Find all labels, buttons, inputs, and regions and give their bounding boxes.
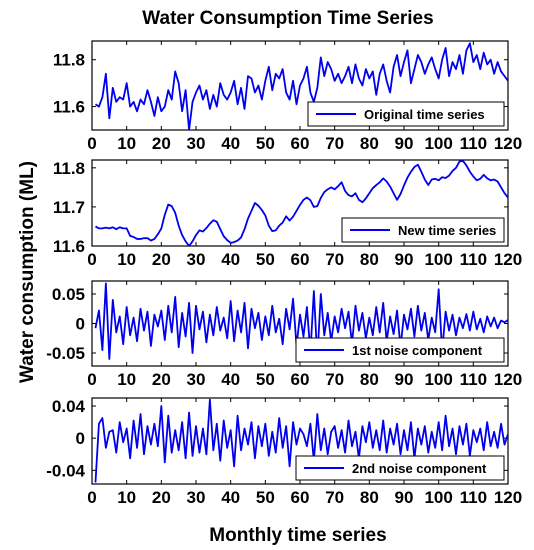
panel2-x-tick-label: 50 [256, 250, 275, 269]
panel2-x-tick-label: 0 [87, 250, 96, 269]
panel4-x-tick-label: 80 [360, 488, 379, 507]
panel4-x-tick-label: 110 [460, 488, 487, 507]
panel3-x-tick-label: 20 [152, 370, 171, 389]
panel4-x-tick-label: 50 [256, 488, 275, 507]
panel3-x-tick-label: 30 [187, 370, 206, 389]
panel4-legend-label: 2nd noise component [352, 461, 487, 476]
x-axis-label: Monthly time series [209, 525, 386, 546]
panel4-x-tick-label: 100 [424, 488, 452, 507]
panel2-x-tick-label: 30 [187, 250, 206, 269]
chart-panels: 0 10 20 30 40 50 60 70 80 90 100 110 12011.611.8Orig… [46, 40, 522, 507]
panel1-x-tick-label: 10 [117, 134, 136, 153]
panel4-x-tick-label: 30 [187, 488, 206, 507]
y-axis-label: Water consumption (ML) [17, 161, 38, 383]
panel4-x-tick-label: 0 [87, 488, 96, 507]
panel2-y-tick-label: 11.7 [53, 198, 85, 217]
panel1-x-tick-label: 60 [291, 134, 310, 153]
panel3-x-tick-label: 90 [395, 370, 414, 389]
panel2-x-tick-label: 40 [221, 250, 240, 269]
panel2-x-tick-label: 10 [117, 250, 136, 269]
panel3-y-tick-label: 0.05 [52, 285, 85, 304]
panel3-x-tick-label: 50 [256, 370, 275, 389]
panel4-x-tick-label: 40 [221, 488, 240, 507]
panel2-legend-label: New time series [398, 223, 496, 238]
panel1-x-tick-label: 40 [221, 134, 240, 153]
panel4-y-tick-label: 0.04 [52, 397, 86, 416]
panel1-x-tick-label: 110 [460, 134, 487, 153]
figure-title: Water Consumption Time Series [142, 8, 433, 29]
panel1-legend-box [307, 101, 505, 127]
panel4-x-tick-label: 10 [117, 488, 136, 507]
series-line-1st-noise-component [94, 282, 508, 360]
panel2-y-tick-label: 11.6 [53, 237, 85, 256]
series-line-new-time-series [95, 160, 508, 246]
panel3-x-tick-label: 0 [87, 370, 96, 389]
panel2-x-tick-label: 80 [360, 250, 379, 269]
series-line-2nd-noise-component [94, 398, 508, 483]
panel1-x-tick-label: 0 [87, 134, 96, 153]
panel4-y-tick-label: -0.04 [46, 461, 85, 480]
panel1-x-tick-label: 120 [494, 134, 522, 153]
panel1-x-tick-label: 80 [360, 134, 379, 153]
panel3-x-tick-label: 110 [460, 370, 487, 389]
panel3-x-tick-label: 10 [117, 370, 136, 389]
panel2-x-tick-label: 70 [325, 250, 344, 269]
panel-2nd-noise-component: 0 10 20 30 40 50 60 70 80 90 100 110 120-0.0400.042n… [46, 397, 522, 507]
panel1-x-tick-label: 90 [395, 134, 414, 153]
panel3-x-tick-label: 100 [424, 370, 452, 389]
panel2-x-tick-label: 100 [424, 250, 452, 269]
panel1-x-tick-label: 70 [325, 134, 344, 153]
panel4-x-tick-label: 90 [395, 488, 414, 507]
panel3-legend-label: 1st noise component [352, 343, 483, 358]
panel2-x-tick-label: 90 [395, 250, 414, 269]
panel3-x-tick-label: 80 [360, 370, 379, 389]
panel2-y-tick-label: 11.8 [53, 159, 85, 178]
panel2-x-tick-label: 110 [460, 250, 487, 269]
panel3-x-tick-label: 60 [291, 370, 310, 389]
panel-original-time-series: 0 10 20 30 40 50 60 70 80 90 100 110 120 11.6 11.8 Orig… [53, 40, 522, 153]
panel3-x-tick-label: 120 [494, 370, 522, 389]
panel4-x-tick-label: 20 [152, 488, 171, 507]
panel1-y-tick-label: 11.8 [53, 51, 85, 70]
panel4-x-tick-label: 60 [291, 488, 310, 507]
panel2-x-tick-label: 60 [291, 250, 310, 269]
panel3-y-tick-label: -0.05 [46, 344, 85, 363]
panel-new-time-series: 0 10 20 30 40 50 60 70 80 90 100 110 120 11.6 11.7 11.8… [53, 159, 522, 269]
panel4-x-tick-label: 120 [494, 488, 522, 507]
panel2-x-tick-label: 20 [152, 250, 171, 269]
panel4-x-tick-label: 70 [325, 488, 344, 507]
series-line-original-time-series [94, 42, 508, 130]
panel2-x-tick-label: 120 [494, 250, 522, 269]
panel3-x-tick-label: 70 [325, 370, 344, 389]
panel3-x-tick-label: 40 [221, 370, 240, 389]
panel1-x-tick-label: 100 [424, 134, 452, 153]
panel1-legend-label: Original time series [364, 107, 485, 122]
panel1-x-tick-label: 20 [152, 134, 171, 153]
panel4-y-tick-label: 0 [76, 429, 85, 448]
panel-1st-noise-component: 0 10 20 30 40 50 60 70 80 90 100 110 120-0.0500.051s… [46, 280, 522, 389]
panel3-y-tick-label: 0 [76, 315, 85, 334]
panel1-x-tick-label: 50 [256, 134, 275, 153]
panel1-x-tick-label: 30 [187, 134, 206, 153]
panel1-y-tick-label: 11.6 [53, 98, 85, 117]
